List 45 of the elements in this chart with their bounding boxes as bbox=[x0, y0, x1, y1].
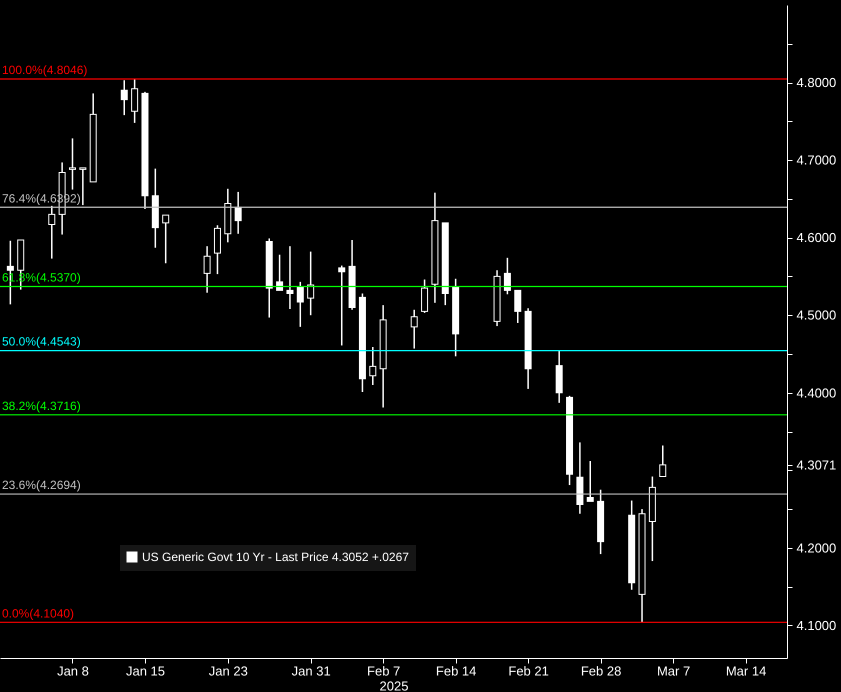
candlestick bbox=[369, 346, 376, 386]
candlestick bbox=[421, 278, 428, 314]
x-axis-title: 2025 bbox=[380, 678, 408, 692]
ref-line-label: 50.0%(4.4543) bbox=[2, 334, 81, 349]
ref-line-label: 23.6%(4.2694) bbox=[2, 478, 81, 492]
candlestick bbox=[120, 79, 128, 116]
candlestick bbox=[204, 245, 211, 294]
ref-line-label: 0.0%(4.1040) bbox=[2, 606, 74, 620]
candlestick bbox=[504, 257, 511, 296]
candlestick bbox=[514, 290, 522, 324]
x-tick-label: Mar 7 bbox=[656, 664, 690, 678]
y-tick-label: 4.7000 bbox=[796, 152, 836, 168]
x-tick-label: Feb 21 bbox=[508, 664, 549, 678]
candlestick bbox=[307, 250, 314, 316]
y-tick-label: 4.1000 bbox=[796, 618, 836, 633]
y-tick-label: 4.8000 bbox=[796, 75, 836, 90]
candlestick bbox=[410, 309, 418, 350]
candlestick bbox=[131, 78, 138, 124]
x-tick-label: Jan 15 bbox=[126, 664, 165, 678]
x-tick-label: Feb 28 bbox=[580, 664, 622, 678]
ref-line-label: 100.0%(4.8046) bbox=[2, 62, 88, 77]
x-tick-label: Feb 14 bbox=[436, 664, 476, 678]
candlestick bbox=[79, 167, 86, 206]
candlestick bbox=[586, 460, 594, 502]
x-tick-label: Jan 31 bbox=[292, 664, 331, 678]
x-tick-label: Feb 7 bbox=[367, 664, 400, 678]
x-tick-label: Jan 23 bbox=[208, 664, 248, 678]
x-tick-label: Mar 14 bbox=[726, 664, 766, 678]
y-tick-label: 4.2000 bbox=[796, 540, 836, 556]
y-tick-label: 4.3071 bbox=[796, 457, 836, 472]
candlestick bbox=[276, 254, 284, 292]
candlestick bbox=[659, 444, 666, 478]
ref-line-label: 38.2%(4.3716) bbox=[2, 398, 81, 413]
candlestick bbox=[296, 281, 304, 328]
candlestick bbox=[338, 264, 346, 346]
candlestick bbox=[48, 205, 56, 260]
candlestick bbox=[286, 245, 294, 310]
y-tick-label: 4.5000 bbox=[796, 308, 836, 323]
y-tick-label: 4.4000 bbox=[796, 385, 836, 400]
x-tick-label: Jan 8 bbox=[57, 664, 89, 678]
candlestick bbox=[162, 214, 170, 264]
y-tick-label: 4.6000 bbox=[796, 230, 836, 246]
candlestick bbox=[68, 138, 76, 190]
legend-label: US Generic Govt 10 Yr - Last Price 4.3052 +.0267 bbox=[142, 550, 410, 564]
candlestick bbox=[234, 191, 242, 235]
